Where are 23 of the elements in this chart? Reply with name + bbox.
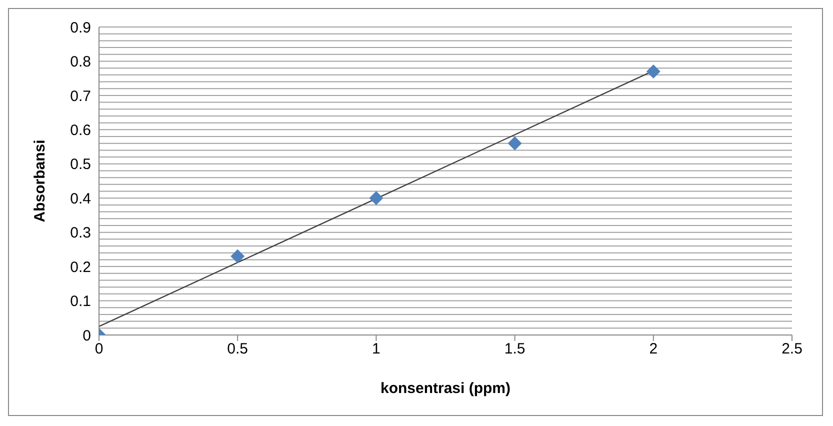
- point: [369, 191, 384, 206]
- x-tick-label: 2: [649, 340, 658, 358]
- x-tick-label: 1.5: [504, 340, 526, 358]
- point: [230, 249, 245, 264]
- y-tick-label: 0.3: [70, 224, 91, 242]
- x-tick-label: 0.5: [227, 340, 248, 358]
- x-tick-label: 0: [94, 340, 104, 358]
- x-tick-label: 2.5: [782, 340, 802, 358]
- chart-frame: 0 0.5 1 1.5 2 2.5 konsentrasi (ppm) 0 0.1 0.2 0.3 0.4 0.5 0.6 0.7 0.8 0.9 Absorbansi: [8, 8, 823, 416]
- y-tick-label: 0.7: [70, 88, 91, 105]
- y-tick-label: 0.2: [70, 258, 91, 276]
- y-axis-title: Absorbansi: [31, 140, 48, 222]
- y-tick-label: 0: [82, 327, 91, 344]
- point: [646, 64, 660, 78]
- y-tick-label: 0.8: [70, 54, 91, 71]
- point: [508, 136, 522, 150]
- x-axis-title: konsentrasi (ppm): [380, 380, 511, 397]
- y-tick-label: 0.1: [70, 293, 91, 310]
- y-tick-label: 0.9: [70, 19, 91, 36]
- y-tick-label: 0.6: [70, 122, 91, 139]
- y-tick-label: 0.5: [70, 156, 91, 174]
- y-tick-label: 0.4: [70, 190, 91, 208]
- x-tick-label: 1: [372, 340, 380, 358]
